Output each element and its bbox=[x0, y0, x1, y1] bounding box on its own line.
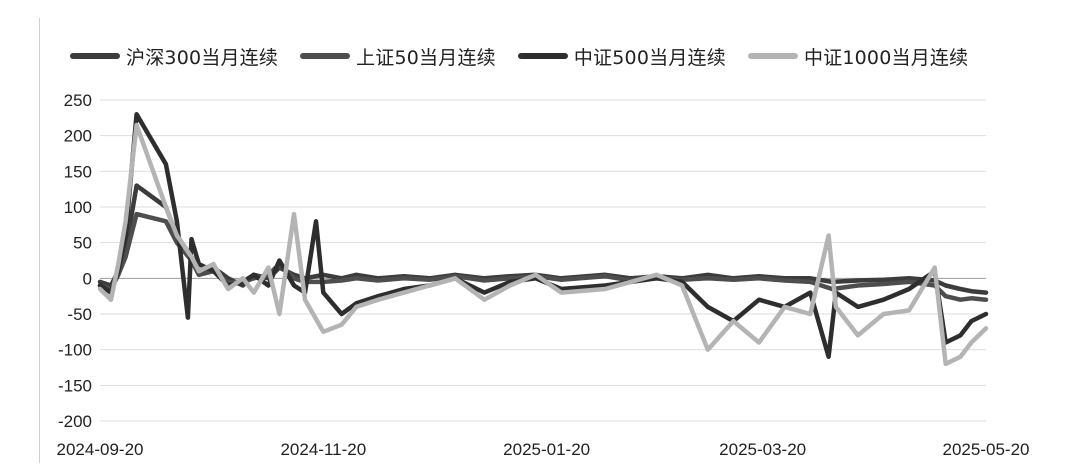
legend-label-sz50: 上证50当月连续 bbox=[356, 46, 496, 69]
left-border-line bbox=[39, 18, 40, 463]
y-tick-label: -200 bbox=[58, 412, 92, 431]
axes: 250 200 150 100 50 0 -50 -100 -150 -200 2024-09-20… bbox=[57, 91, 1030, 459]
legend-item-zz1000: 中证1000当月连续 bbox=[747, 43, 969, 70]
legend-swatch-hs300 bbox=[70, 53, 120, 59]
legend-swatch-zz1000 bbox=[747, 53, 798, 59]
y-tick-label: 0 bbox=[83, 269, 92, 288]
y-tick-label: -50 bbox=[67, 305, 92, 324]
x-tick-label: 2025-03-20 bbox=[719, 440, 806, 459]
x-tick-label: 2025-05-20 bbox=[943, 440, 1030, 459]
gridlines bbox=[100, 99, 986, 422]
x-tick-label: 2025-01-20 bbox=[503, 440, 590, 459]
x-tick-label: 2024-09-20 bbox=[57, 440, 144, 459]
legend-item-sz50: 上证50当月连续 bbox=[300, 43, 496, 70]
legend-swatch-sz50 bbox=[300, 53, 351, 59]
y-tick-label: 150 bbox=[64, 162, 92, 181]
series-line-3 bbox=[97, 122, 989, 367]
y-tick-label: 50 bbox=[73, 234, 92, 253]
series-line-2 bbox=[97, 112, 989, 360]
legend-label-zz1000: 中证1000当月连续 bbox=[803, 46, 969, 69]
y-tick-label: 200 bbox=[64, 127, 92, 146]
legend-item-hs300: 沪深300当月连续 bbox=[70, 43, 278, 70]
y-tick-label: -150 bbox=[58, 376, 92, 395]
x-tick-label: 2024-11-20 bbox=[280, 440, 366, 459]
y-tick-label: 100 bbox=[64, 198, 92, 217]
legend-label-zz500: 中证500当月连续 bbox=[573, 46, 726, 69]
chart-legend: 沪深300当月连续 上证50当月连续 中证500当月连续 中证1000当月连续 bbox=[70, 40, 968, 72]
series-lines bbox=[97, 112, 989, 367]
legend-item-zz500: 中证500当月连续 bbox=[517, 43, 726, 70]
y-tick-label: -100 bbox=[58, 341, 92, 360]
legend-label-hs300: 沪深300当月连续 bbox=[126, 46, 279, 69]
y-tick-label: 250 bbox=[64, 91, 92, 110]
legend-swatch-zz500 bbox=[517, 53, 568, 59]
